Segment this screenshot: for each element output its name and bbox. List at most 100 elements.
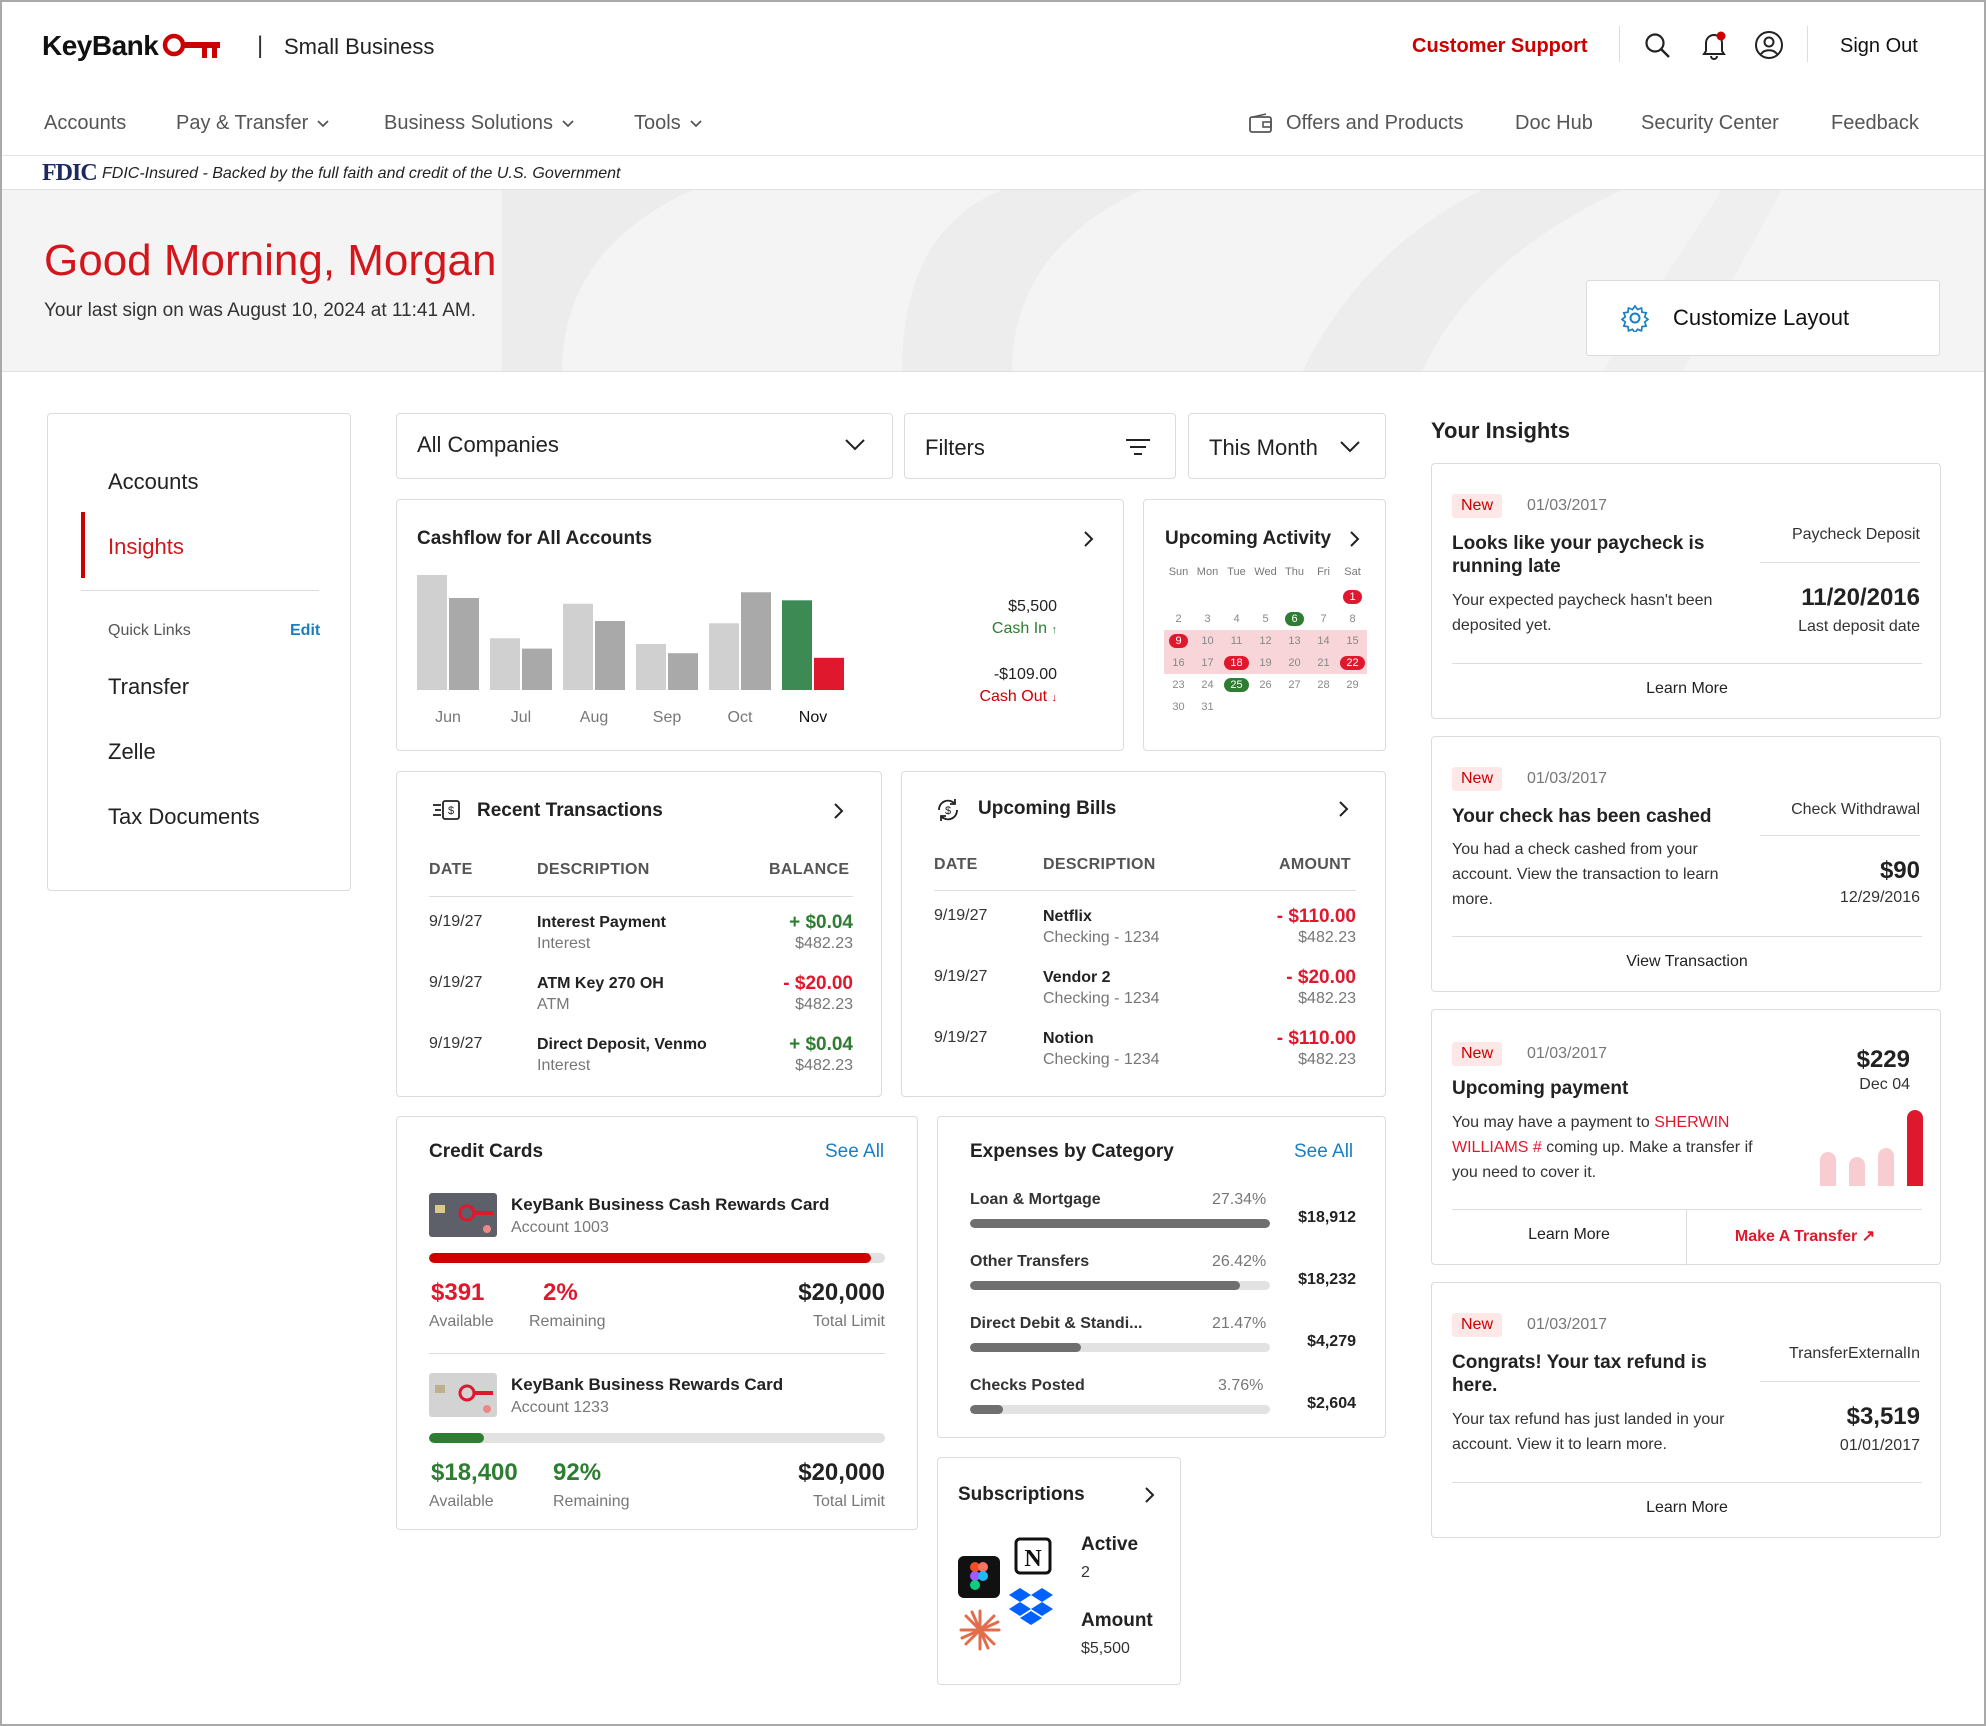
expense-item[interactable]: Checks Posted 3.76% $2,604 bbox=[970, 1377, 1356, 1439]
make-transfer-button[interactable]: Make A Transfer ↗ bbox=[1734, 1228, 1876, 1245]
company-select[interactable]: All Companies bbox=[396, 413, 893, 479]
upcoming-activity-card[interactable]: Upcoming Activity Sun Mon Tue Wed Thu Fri Sat 1… bbox=[1143, 499, 1386, 751]
calendar-day[interactable]: 17 bbox=[1193, 652, 1222, 674]
calendar-day[interactable]: 5 bbox=[1251, 608, 1280, 630]
calendar-day[interactable]: 8 bbox=[1338, 608, 1367, 630]
calendar-day[interactable]: 13 bbox=[1280, 630, 1309, 652]
filters-button[interactable]: Filters bbox=[904, 413, 1176, 479]
calendar-day[interactable]: 4 bbox=[1222, 608, 1251, 630]
calendar-day[interactable]: 20 bbox=[1280, 652, 1309, 674]
insight-action-button[interactable]: Learn More bbox=[1646, 1499, 1728, 1516]
amount-value: $5,500 bbox=[1081, 1640, 1130, 1657]
card-available-label: Available bbox=[429, 1493, 494, 1510]
calendar-day[interactable]: 29 bbox=[1338, 674, 1367, 696]
arrow-down-icon: ↓ bbox=[1051, 692, 1058, 704]
insight-date: 01/03/2017 bbox=[1527, 1045, 1608, 1062]
credit-card-item[interactable]: KeyBank Business Cash Rewards Card Accou… bbox=[429, 1193, 885, 1343]
chevron-right-icon[interactable] bbox=[1144, 1486, 1156, 1504]
customer-support-link[interactable]: Customer Support bbox=[1412, 35, 1588, 57]
calendar-week: 9 10 11 12 13 14 15 bbox=[1164, 630, 1370, 652]
table-row[interactable]: 9/19/27 Notion Checking - 1234 - $110.00… bbox=[934, 1020, 1356, 1081]
calendar-day[interactable]: 28 bbox=[1309, 674, 1338, 696]
calendar-day bbox=[1280, 696, 1309, 718]
quick-link-tax-documents[interactable]: Tax Documents bbox=[108, 804, 260, 829]
chevron-right-icon[interactable] bbox=[1338, 800, 1350, 818]
nav-security-center[interactable]: Security Center bbox=[1641, 112, 1779, 135]
table-row[interactable]: 9/19/27 ATM Key 270 OH ATM - $20.00 $482… bbox=[429, 965, 853, 1026]
sidebar-item-accounts[interactable]: Accounts bbox=[108, 469, 199, 494]
sidebar-item-insights[interactable]: Insights bbox=[108, 534, 184, 559]
calendar-day[interactable]: 3 bbox=[1193, 608, 1222, 630]
nav-accounts[interactable]: Accounts bbox=[44, 112, 126, 135]
search-icon[interactable] bbox=[1644, 32, 1672, 60]
calendar-day-number: 31 bbox=[1201, 701, 1214, 713]
calendar-day-number bbox=[1289, 596, 1301, 598]
table-row[interactable]: 9/19/27 Netflix Checking - 1234 - $110.0… bbox=[934, 898, 1356, 959]
calendar-day-number: 2 bbox=[1175, 613, 1182, 625]
calendar-day[interactable]: 2 bbox=[1164, 608, 1193, 630]
quick-links-edit[interactable]: Edit bbox=[290, 622, 321, 639]
chevron-right-icon[interactable] bbox=[1083, 530, 1095, 548]
calendar-day-number: 11 bbox=[1230, 635, 1243, 647]
calendar-day[interactable]: 23 bbox=[1164, 674, 1193, 696]
calendar-day[interactable]: 26 bbox=[1251, 674, 1280, 696]
calendar-day[interactable]: 15 bbox=[1338, 630, 1367, 652]
credit-card-item[interactable]: KeyBank Business Rewards Card Account 12… bbox=[429, 1373, 885, 1523]
insight-action-button[interactable]: View Transaction bbox=[1626, 953, 1748, 970]
calendar-day[interactable]: 7 bbox=[1309, 608, 1338, 630]
expense-item[interactable]: Other Transfers 26.42% $18,232 bbox=[970, 1253, 1356, 1315]
notification-bell-icon[interactable] bbox=[1700, 30, 1728, 60]
cashflow-card[interactable]: Cashflow for All Accounts Jun Jul Aug Sep Oc… bbox=[396, 499, 1124, 751]
quick-link-zelle[interactable]: Zelle bbox=[108, 739, 156, 764]
table-row[interactable]: 9/19/27 Vendor 2 Checking - 1234 - $20.0… bbox=[934, 959, 1356, 1020]
keybank-logo[interactable]: KeyBank bbox=[42, 30, 224, 62]
merchant-link[interactable]: SHERWIN WILLIAMS # bbox=[1452, 1114, 1730, 1156]
insight-action-button[interactable]: Learn More bbox=[1528, 1226, 1610, 1243]
expenses-see-all[interactable]: See All bbox=[1294, 1141, 1354, 1162]
svg-text:$: $ bbox=[945, 805, 951, 817]
nav-tools[interactable]: Tools bbox=[634, 112, 703, 135]
calendar-day[interactable]: 9 bbox=[1164, 630, 1193, 652]
nav-feedback[interactable]: Feedback bbox=[1831, 112, 1919, 135]
key-logo-icon bbox=[163, 33, 221, 58]
calendar-day[interactable]: 6 bbox=[1280, 608, 1309, 630]
calendar-day[interactable]: 10 bbox=[1193, 630, 1222, 652]
nav-offers-products[interactable]: Offers and Products bbox=[1248, 112, 1464, 135]
subscriptions-card[interactable]: Subscriptions N Active 2 Amount $5,500 bbox=[937, 1457, 1181, 1685]
expense-item[interactable]: Direct Debit & Standi... 21.47% $4,279 bbox=[970, 1315, 1356, 1377]
customize-layout-button[interactable]: Customize Layout bbox=[1586, 280, 1940, 356]
card-account: Account 1003 bbox=[511, 1219, 609, 1236]
period-select[interactable]: This Month bbox=[1188, 413, 1386, 479]
credit-cards-see-all[interactable]: See All bbox=[825, 1141, 885, 1162]
chevron-right-icon[interactable] bbox=[833, 802, 845, 820]
calendar-day[interactable]: 12 bbox=[1251, 630, 1280, 652]
calendar-day[interactable]: 16 bbox=[1164, 652, 1193, 674]
table-row[interactable]: 9/19/27 Interest Payment Interest + $0.0… bbox=[429, 904, 853, 965]
calendar-day[interactable]: 19 bbox=[1251, 652, 1280, 674]
nav-doc-hub[interactable]: Doc Hub bbox=[1515, 112, 1593, 135]
nav-business-solutions[interactable]: Business Solutions bbox=[384, 112, 575, 135]
table-row[interactable]: 9/19/27 Direct Deposit, Venmo Interest +… bbox=[429, 1026, 853, 1087]
upcoming-bills-card: $ Upcoming Bills DATE DESCRIPTION AMOUNT… bbox=[901, 771, 1386, 1097]
nav-pay-transfer[interactable]: Pay & Transfer bbox=[176, 112, 330, 135]
insight-action-button[interactable]: Learn More bbox=[1646, 680, 1728, 697]
calendar-day[interactable]: 25 bbox=[1222, 674, 1251, 696]
calendar-day[interactable]: 14 bbox=[1309, 630, 1338, 652]
expense-item[interactable]: Loan & Mortgage 27.34% $18,912 bbox=[970, 1191, 1356, 1253]
row-account: Checking - 1234 bbox=[1043, 990, 1160, 1007]
row-date: 9/19/27 bbox=[934, 968, 988, 985]
user-profile-icon[interactable] bbox=[1754, 30, 1784, 60]
chevron-right-icon[interactable] bbox=[1349, 530, 1361, 548]
calendar-day[interactable]: 24 bbox=[1193, 674, 1222, 696]
sign-out-button[interactable]: Sign Out bbox=[1840, 35, 1918, 57]
calendar-day[interactable]: 22 bbox=[1338, 652, 1367, 674]
calendar-day[interactable]: 11 bbox=[1222, 630, 1251, 652]
quick-link-transfer[interactable]: Transfer bbox=[108, 674, 190, 699]
calendar-day[interactable]: 18 bbox=[1222, 652, 1251, 674]
calendar-day[interactable]: 31 bbox=[1193, 696, 1222, 718]
calendar-day[interactable]: 1 bbox=[1338, 586, 1367, 608]
calendar-day[interactable]: 30 bbox=[1164, 696, 1193, 718]
expense-bar bbox=[970, 1219, 1270, 1228]
calendar-day[interactable]: 27 bbox=[1280, 674, 1309, 696]
calendar-day[interactable]: 21 bbox=[1309, 652, 1338, 674]
